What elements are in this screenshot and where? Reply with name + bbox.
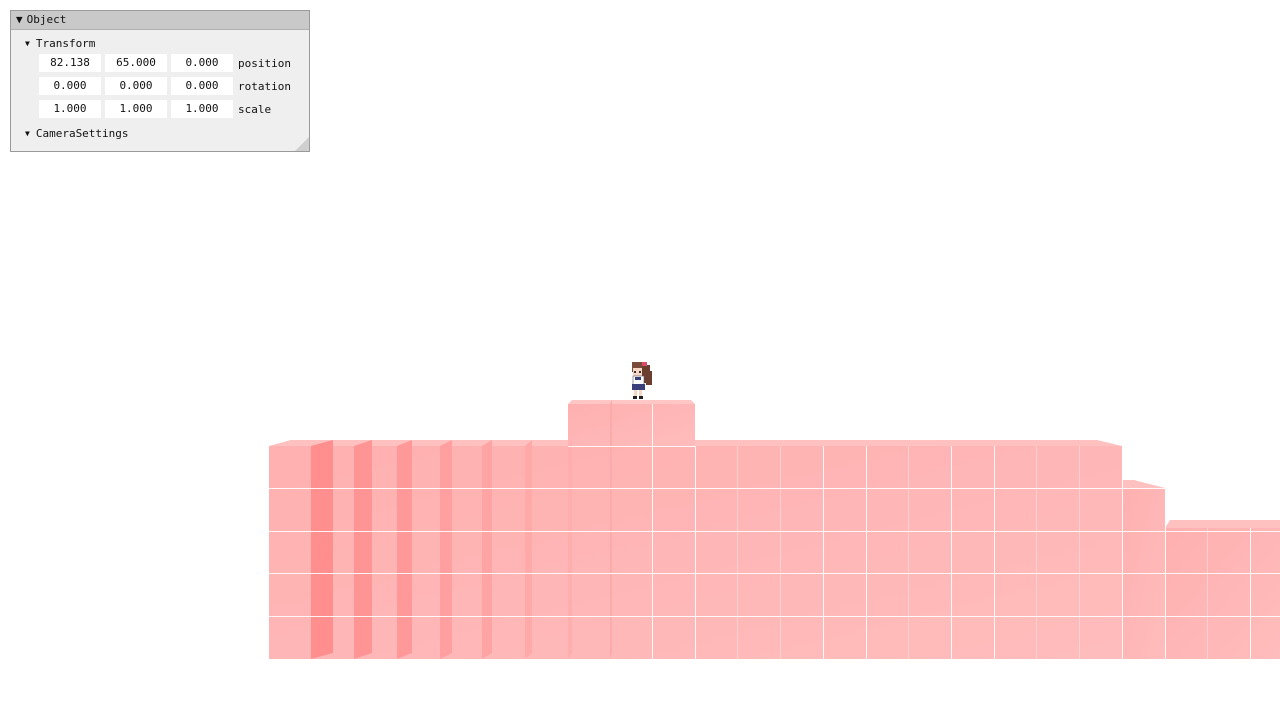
resize-grip-icon[interactable] xyxy=(295,137,309,151)
scale-z-field[interactable]: 1.000 xyxy=(171,100,233,118)
position-x-field[interactable]: 82.138 xyxy=(39,54,101,72)
player-character[interactable] xyxy=(632,362,652,399)
rotation-x-field[interactable]: 0.000 xyxy=(39,77,101,95)
triangle-down-icon[interactable]: ▼ xyxy=(25,129,30,138)
rotation-y-field[interactable]: 0.000 xyxy=(105,77,167,95)
triangle-down-icon[interactable]: ▼ xyxy=(16,13,23,26)
position-label: position xyxy=(238,56,291,70)
position-row: 82.138 65.000 0.000 position xyxy=(39,54,291,72)
camera-settings-node[interactable]: ▼ CameraSettings xyxy=(25,126,129,142)
inspector-panel: ▼ Object ▼ Transform 82.138 65.000 0.000 p… xyxy=(10,10,310,152)
object-title: Object xyxy=(26,13,67,26)
rotation-row: 0.000 0.000 0.000 rotation xyxy=(39,77,291,95)
transform-node[interactable]: ▼ Transform xyxy=(25,36,95,52)
camera-settings-label: CameraSettings xyxy=(35,127,129,140)
object-header[interactable]: ▼ Object xyxy=(11,11,309,30)
scale-y-field[interactable]: 1.000 xyxy=(105,100,167,118)
transform-label: Transform xyxy=(35,37,96,50)
triangle-down-icon[interactable]: ▼ xyxy=(25,39,30,48)
block-terrain xyxy=(269,400,1280,659)
scale-x-field[interactable]: 1.000 xyxy=(39,100,101,118)
rotation-z-field[interactable]: 0.000 xyxy=(171,77,233,95)
position-y-field[interactable]: 65.000 xyxy=(105,54,167,72)
scale-row: 1.000 1.000 1.000 scale xyxy=(39,100,271,118)
scale-label: scale xyxy=(238,102,272,116)
rotation-label: rotation xyxy=(238,79,291,93)
block-grid-lines xyxy=(269,404,1280,659)
position-z-field[interactable]: 0.000 xyxy=(171,54,233,72)
